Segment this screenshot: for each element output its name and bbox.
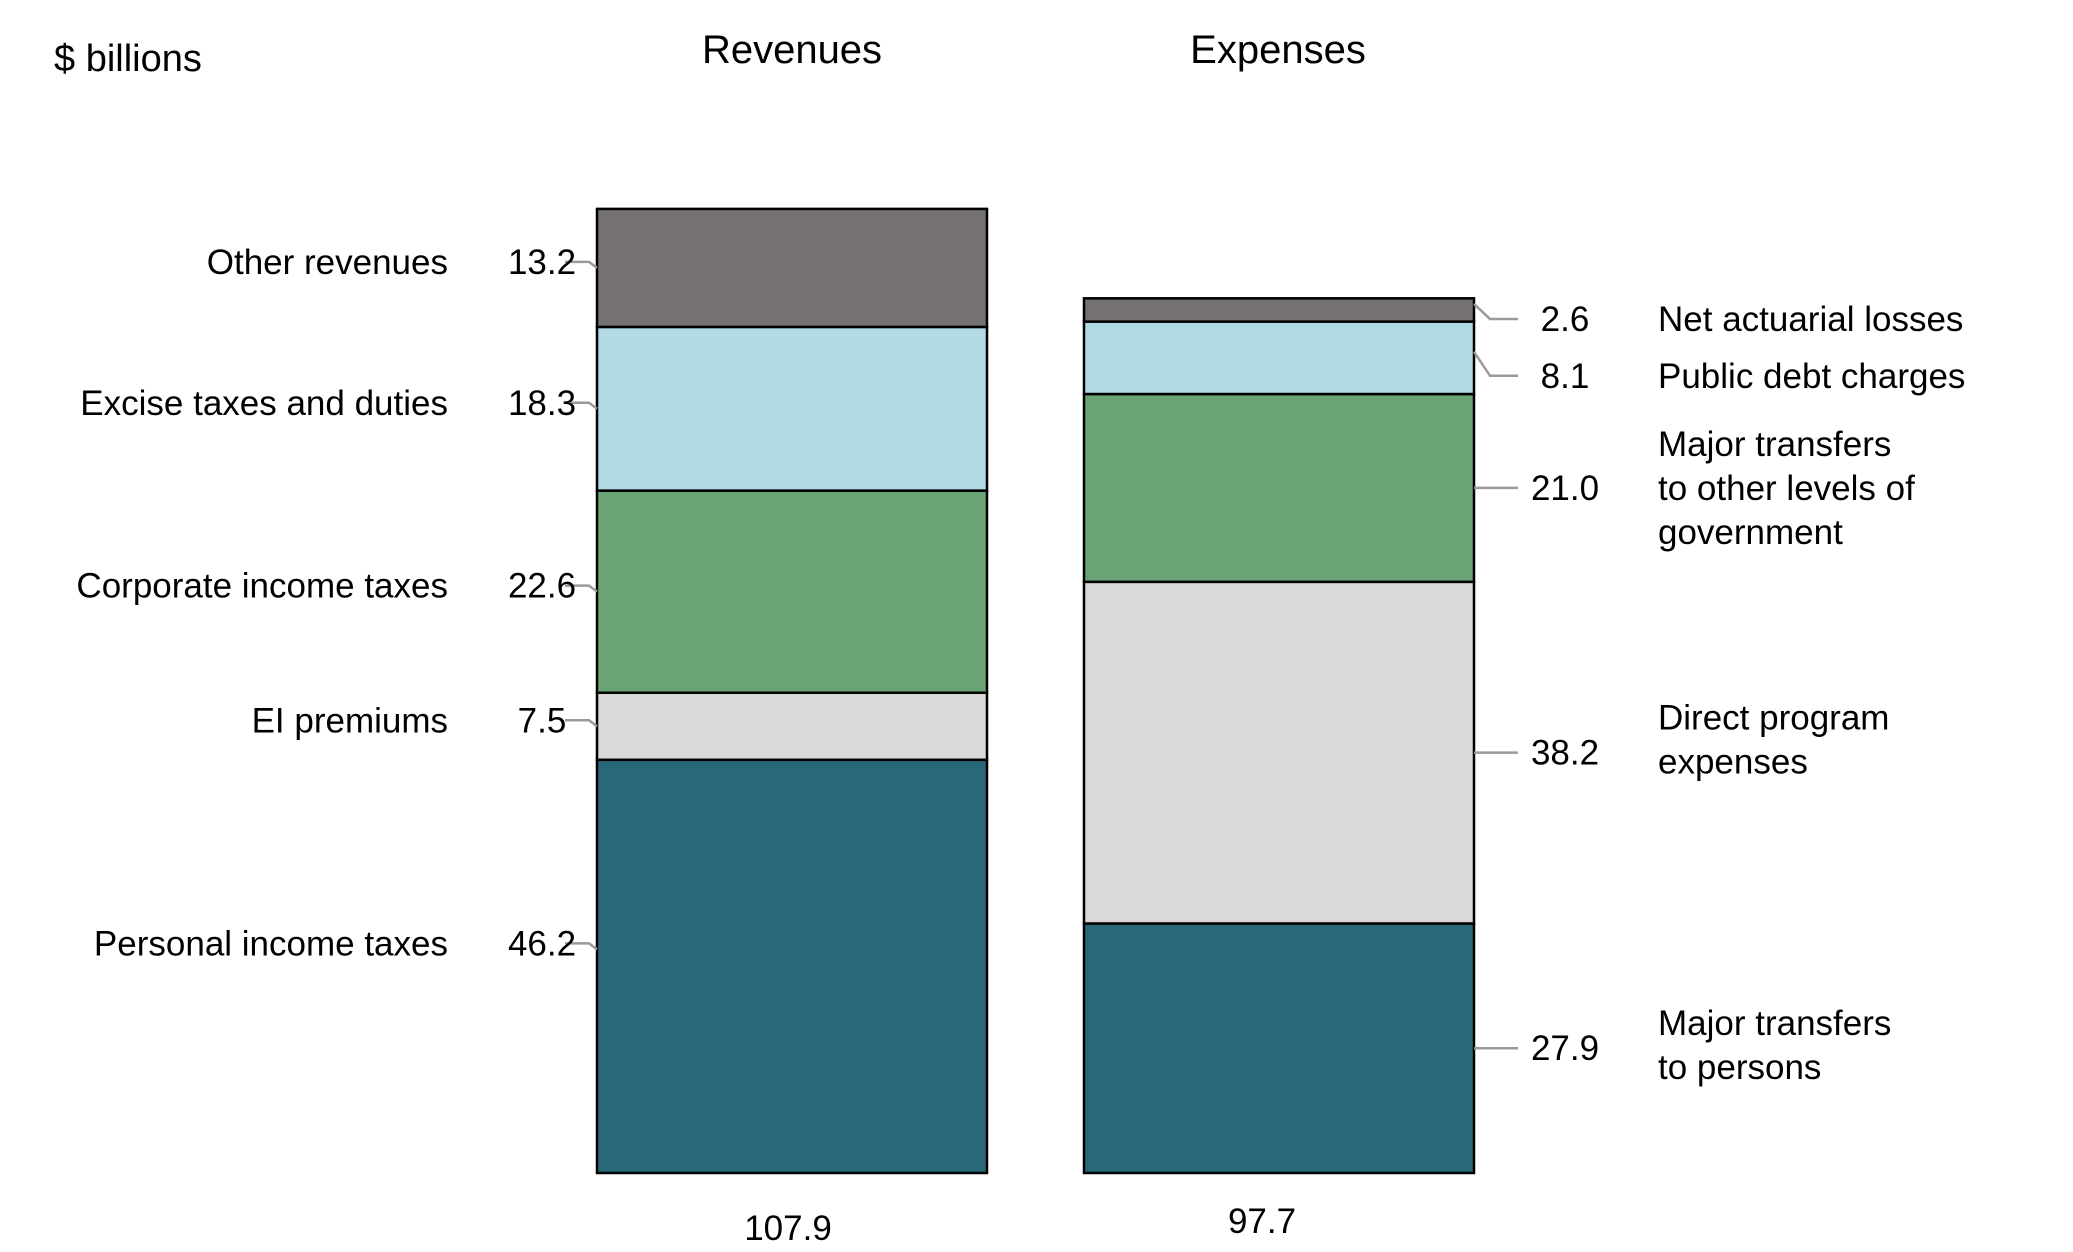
revenues-leader-ei-premiums <box>565 719 598 728</box>
revenues-segment-personal-income-taxes <box>595 758 989 1175</box>
expenses-label-net-actuarial-losses: Net actuarial losses <box>1658 300 1963 339</box>
expenses-label-line: Public debt charges <box>1658 357 1965 396</box>
expenses-label-line: Major transfers <box>1658 1004 1891 1043</box>
expenses-value-major-transfers-to-persons: 27.9 <box>1531 1029 1599 1068</box>
revenues-leader-excise-taxes-and-duties <box>565 401 598 410</box>
expenses-leader-net-actuarial-losses <box>1473 303 1518 321</box>
revenues-label-excise-taxes-and-duties: Excise taxes and duties <box>80 384 448 423</box>
expenses-value-net-actuarial-losses: 2.6 <box>1541 300 1590 339</box>
expenses-label-major-transfers-to-other-levels-of-government: Major transfers to other levels of governm… <box>1658 425 1915 552</box>
revenues-value-other-revenues: 13.2 <box>508 243 576 282</box>
revenues-value-excise-taxes-and-duties: 18.3 <box>508 384 576 423</box>
expenses-label-line: Direct program <box>1658 699 1889 738</box>
expenses-label-line: to persons <box>1658 1048 1821 1087</box>
expenses-label-direct-program-expenses: Direct program expenses <box>1658 699 1889 782</box>
revenues-label-other-revenues: Other revenues <box>207 243 448 282</box>
expenses-bar: 27.9 Major transfers to persons 38.2 Direct … <box>1082 297 1965 1175</box>
revenues-value-personal-income-taxes: 46.2 <box>508 924 576 963</box>
expenses-label-line: expenses <box>1658 743 1808 782</box>
revenues-value-ei-premiums: 7.5 <box>518 701 567 740</box>
revenues-label-ei-premiums: EI premiums <box>252 701 448 740</box>
expenses-value-direct-program-expenses: 38.2 <box>1531 734 1599 773</box>
revenues-label-corporate-income-taxes: Corporate income taxes <box>76 567 448 606</box>
expenses-label-major-transfers-to-persons: Major transfers to persons <box>1658 1004 1891 1087</box>
expenses-segment-public-debt-charges <box>1082 320 1476 396</box>
revenues-value-corporate-income-taxes: 22.6 <box>508 567 576 606</box>
expenses-segment-major-transfers-to-other-levels-of-government <box>1082 392 1476 584</box>
expenses-segment-net-actuarial-losses <box>1082 297 1476 323</box>
expenses-segment-direct-program-expenses <box>1082 580 1476 925</box>
expenses-label-line: Major transfers <box>1658 425 1891 464</box>
revenues-leader-corporate-income-taxes <box>565 584 598 593</box>
expenses-value-public-debt-charges: 8.1 <box>1541 357 1590 396</box>
expenses-label-line: to other levels of <box>1658 469 1915 508</box>
expenses-label-line: Net actuarial losses <box>1658 300 1963 339</box>
revenues-leader-other-revenues <box>565 260 598 269</box>
revenues-label-personal-income-taxes: Personal income taxes <box>94 924 448 963</box>
revenues-segment-ei-premiums <box>595 691 989 762</box>
expenses-label-public-debt-charges: Public debt charges <box>1658 357 1965 396</box>
total-label-revenues: 107.9 <box>744 1209 832 1248</box>
expenses-segment-major-transfers-to-persons <box>1082 922 1476 1175</box>
expenses-label-line: government <box>1658 513 1843 552</box>
unit-label: $ billions <box>54 38 202 80</box>
revenues-leader-personal-income-taxes <box>565 942 598 951</box>
column-title-expenses: Expenses <box>1190 28 1366 72</box>
column-title-revenues: Revenues <box>702 28 882 72</box>
total-label-expenses: 97.7 <box>1228 1202 1296 1241</box>
revenues-segment-other-revenues <box>595 207 989 329</box>
revenues-segment-corporate-income-taxes <box>595 489 989 694</box>
expenses-value-major-transfers-to-other-levels-of-government: 21.0 <box>1531 469 1599 508</box>
expenses-leader-public-debt-charges <box>1472 351 1518 378</box>
revenues-bar: 46.2 Personal income taxes 7.5 EI premiums 2… <box>76 207 989 1175</box>
revenues-segment-excise-taxes-and-duties <box>595 325 989 492</box>
